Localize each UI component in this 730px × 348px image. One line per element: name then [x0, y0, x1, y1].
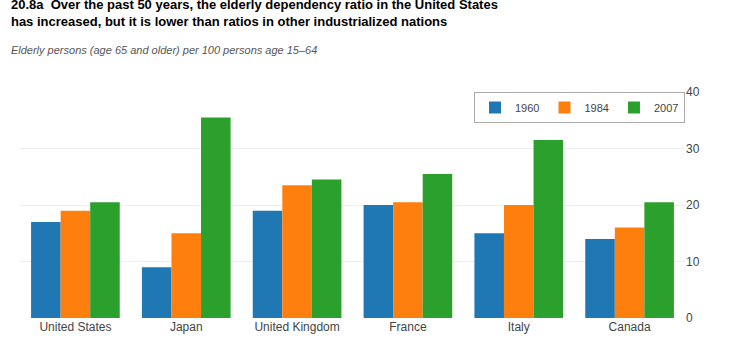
svg-text:1984: 1984 [584, 102, 608, 114]
svg-text:United States: United States [39, 320, 111, 334]
svg-text:Canada: Canada [609, 320, 651, 334]
svg-text:France: France [389, 320, 427, 334]
svg-text:United Kingdom: United Kingdom [254, 320, 339, 334]
svg-text:30: 30 [686, 142, 700, 156]
svg-text:Italy: Italy [508, 320, 530, 334]
svg-text:Elderly persons (age 65 and ol: Elderly persons (age 65 and older) per 1… [11, 44, 317, 56]
svg-text:20: 20 [686, 198, 700, 212]
svg-text:10: 10 [686, 255, 700, 269]
svg-text:0: 0 [686, 311, 693, 325]
svg-text:1960: 1960 [515, 102, 539, 114]
svg-text:2007: 2007 [654, 102, 678, 114]
svg-text:40: 40 [686, 85, 700, 99]
svg-text:Japan: Japan [170, 320, 203, 334]
svg-text:20.8a Over the past 50 years,: 20.8a Over the past 50 years, the elderl… [11, 0, 498, 29]
